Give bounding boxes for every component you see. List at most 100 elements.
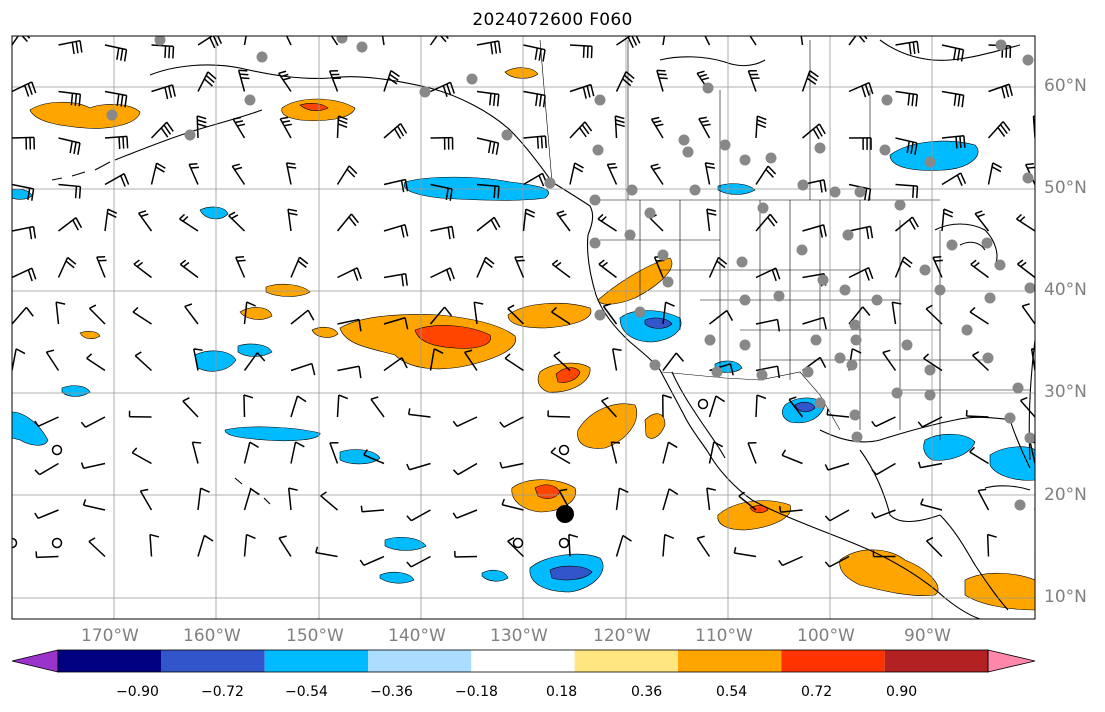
wind-barb: [337, 267, 358, 279]
station-dot: [644, 207, 656, 219]
wind-barb-flag: [352, 269, 359, 281]
wind-barb-flag: [542, 49, 546, 62]
wind-barb-flag: [775, 267, 781, 280]
wind-barb: [1017, 263, 1035, 279]
wind-barb-flag: [350, 213, 359, 224]
wind-barb: [184, 305, 199, 325]
wind-barb: [501, 504, 524, 511]
contour-warm-mexico: [717, 500, 791, 531]
wind-barb: [1021, 305, 1035, 325]
wind-barb-flag: [959, 136, 962, 149]
wind-barb-flag: [871, 469, 878, 476]
wind-barb-flag: [765, 168, 774, 178]
station-dot: [814, 142, 826, 154]
station-dot: [981, 237, 993, 249]
wind-barb: [755, 115, 759, 139]
wind-barb: [37, 509, 59, 520]
station-dot: [924, 389, 936, 401]
wind-barb: [12, 416, 13, 417]
wind-barb: [514, 256, 525, 278]
wind-barb-flag: [892, 301, 902, 305]
wind-barb: [503, 416, 524, 428]
wind-barb-flag: [286, 162, 296, 165]
wind-barb-flag: [451, 226, 455, 239]
wind-barb-flag: [978, 488, 987, 492]
wind-barb: [925, 540, 943, 558]
wind-barb-flag: [71, 42, 75, 55]
wind-barb-flag: [381, 23, 390, 25]
wind-barb: [381, 36, 385, 46]
wind-barb-flag: [497, 40, 502, 53]
wind-barb: [602, 305, 618, 325]
wind-barb: [551, 311, 571, 325]
wind-barb: [734, 552, 757, 558]
wind-barb: [876, 462, 896, 476]
wind-barb-flag: [82, 499, 87, 506]
wind-barb-flag: [574, 162, 584, 169]
wind-barb-flag: [67, 256, 77, 265]
wind-barb: [370, 398, 385, 418]
wind-barb-flag: [209, 37, 216, 49]
station-dot: [946, 239, 958, 251]
wind-barb: [243, 36, 247, 46]
wind-barb-flag: [705, 162, 715, 165]
station-markers: [106, 36, 1035, 511]
wind-barb-flag: [535, 93, 539, 106]
wind-barb-flag: [729, 363, 734, 376]
wind-barb-flag: [932, 255, 942, 259]
wind-barb-flag: [864, 84, 870, 96]
wind-barb: [228, 215, 246, 232]
wind-barb-flag: [116, 93, 120, 107]
wind-barb-flag: [756, 394, 767, 400]
wind-barb-flag: [243, 394, 254, 399]
wind-barb-flag: [716, 260, 726, 269]
station-dot: [466, 73, 478, 85]
wind-barb-flag: [46, 349, 55, 353]
wind-barb: [456, 509, 478, 519]
wind-barb-flag: [559, 488, 568, 492]
wind-barb: [656, 70, 664, 92]
station-dot: [984, 292, 996, 304]
wind-barb: [662, 534, 666, 557]
wind-barb-flag: [912, 41, 916, 54]
wind-barb-flag: [232, 163, 240, 167]
wind-barb-flag: [315, 546, 319, 553]
wind-barb-flag: [338, 394, 349, 400]
wind-barb-flag: [155, 166, 165, 173]
wind-barb-flag: [390, 70, 400, 78]
wind-barb-flag: [973, 261, 980, 268]
wind-barb-flag: [73, 141, 77, 154]
station-dot: [961, 324, 973, 336]
wind-barb: [12, 306, 27, 325]
wind-barb: [922, 416, 943, 428]
wind-barb: [1016, 218, 1035, 232]
colorbar-segment: [264, 650, 368, 672]
wind-barb-flag: [977, 213, 985, 218]
wind-barb-flag: [23, 85, 30, 97]
wind-barb-flag: [358, 319, 362, 332]
wind-barb-flag: [246, 301, 256, 307]
ocean-background: [12, 36, 1035, 619]
wind-barb-flag: [558, 213, 567, 218]
wind-barb: [891, 302, 897, 325]
wind-barb-flag: [738, 491, 745, 497]
wind-barb-flag: [818, 123, 826, 135]
wind-barb: [454, 555, 478, 558]
wind-barb-flag: [779, 506, 782, 513]
wind-barb-flag: [231, 214, 239, 220]
wind-barb-flag: [348, 165, 358, 175]
wind-barb: [104, 173, 125, 186]
station-dot: [982, 352, 994, 364]
station-dot: [849, 319, 861, 331]
wind-barb-flag: [197, 119, 207, 124]
wind-barb-flag: [183, 261, 190, 268]
station-dot: [851, 431, 863, 443]
wind-barb-flag: [400, 180, 405, 193]
wind-barb: [966, 415, 989, 418]
station-dot: [154, 36, 166, 46]
wind-barb: [83, 504, 106, 511]
wind-barb-flag: [120, 94, 124, 107]
wind-barb-flag: [212, 36, 219, 47]
wind-barb-flag: [911, 93, 915, 107]
wind-barb-flag: [961, 95, 965, 108]
